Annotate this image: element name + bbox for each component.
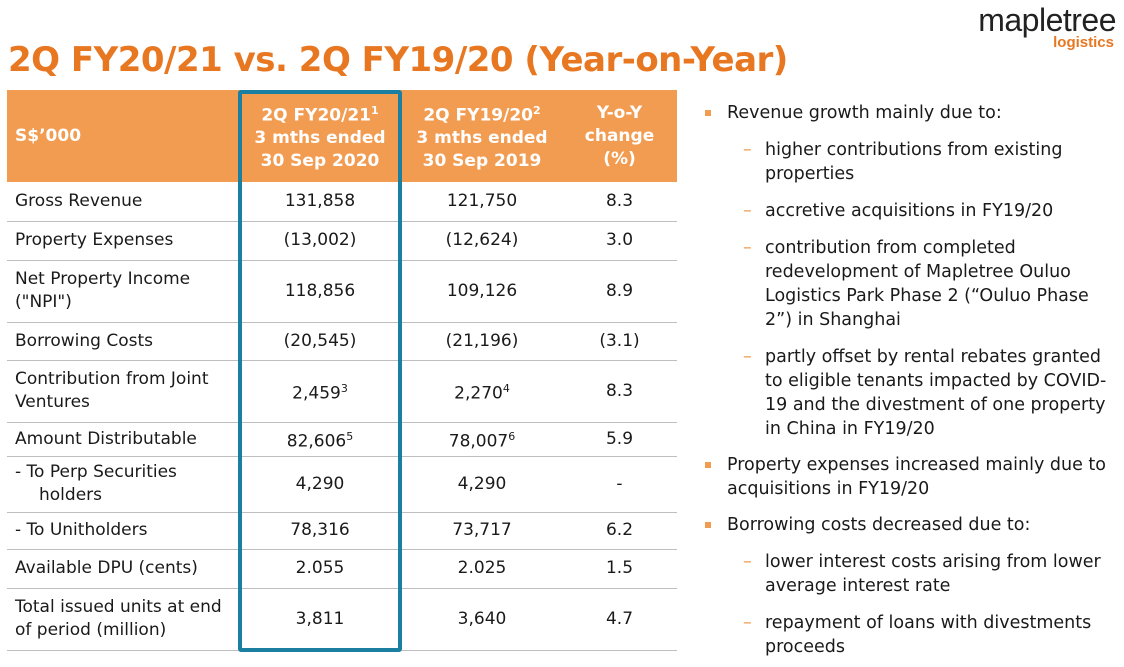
cell-yoy-change: 4.7 <box>562 588 677 651</box>
cell-2q-fy20-21: 78,316 <box>238 512 402 550</box>
cell-yoy-change: 5.9 <box>562 422 677 457</box>
cell-2q-fy19-20: 73,717 <box>402 512 562 550</box>
row-label: - To Unitholders <box>7 512 238 550</box>
sub-note: – partly offset by rental rebates granted… <box>743 347 1107 439</box>
dash-icon: – <box>743 347 752 367</box>
cell-2q-fy20-21: (13,002) <box>238 221 402 261</box>
table-row: Available DPU (cents) 2.055 2.025 1.5 <box>7 549 677 589</box>
sub-note: – contribution from completed redevelopme… <box>743 238 1089 330</box>
row-label: - To Perp Securities holders <box>7 456 238 513</box>
cell-2q-fy19-20: 78,0076 <box>402 422 562 457</box>
bullet-square-icon <box>705 110 711 116</box>
sub-note: – accretive acquisitions in FY19/20 <box>743 201 1054 221</box>
dash-icon: – <box>743 613 752 633</box>
table-row: Borrowing Costs (20,545) (21,196) (3.1) <box>7 322 677 361</box>
cell-2q-fy20-21: 131,858 <box>238 182 402 222</box>
mapletree-logo: mapletree logistics <box>978 4 1116 50</box>
row-label: Borrowing Costs <box>7 322 238 361</box>
bullet-square-icon <box>705 522 711 528</box>
cell-yoy-change: 8.3 <box>562 360 677 423</box>
logo-wordmark: mapletree <box>978 2 1116 38</box>
row-label: Contribution from Joint Ventures <box>7 360 238 423</box>
cell-yoy-change: 8.9 <box>562 260 677 323</box>
cell-yoy-change: (3.1) <box>562 322 677 361</box>
bullet-square-icon <box>705 462 711 468</box>
table-row: Property Expenses (13,002) (12,624) 3.0 <box>7 221 677 261</box>
financial-table: S$’000 2Q FY20/211 3 mths ended 30 Sep 2… <box>7 90 677 651</box>
sub-note: – lower interest costs arising from lower… <box>743 552 1101 596</box>
note-borrowing-costs: Borrowing costs decreased due to: – lower… <box>703 513 1113 659</box>
financial-table-container: S$’000 2Q FY20/211 3 mths ended 30 Sep 2… <box>7 90 677 651</box>
note-property-expenses: Property expenses increased mainly due t… <box>703 453 1113 501</box>
table-row: - To Unitholders 78,316 73,717 6.2 <box>7 512 677 550</box>
cell-2q-fy19-20: (12,624) <box>402 221 562 261</box>
cell-2q-fy19-20: 3,640 <box>402 588 562 651</box>
header-yoy-change: Y-o-Y change (%) <box>562 90 677 182</box>
cell-2q-fy19-20: 2,2704 <box>402 360 562 423</box>
row-label: Total issued units at end of period (mill… <box>7 588 238 651</box>
cell-yoy-change: 3.0 <box>562 221 677 261</box>
cell-2q-fy19-20: 2.025 <box>402 549 562 589</box>
commentary-notes: Revenue growth mainly due to: – higher co… <box>703 101 1113 667</box>
cell-2q-fy19-20: (21,196) <box>402 322 562 361</box>
table-header-row: S$’000 2Q FY20/211 3 mths ended 30 Sep 2… <box>7 90 677 182</box>
sub-note: – higher contributions from existing prop… <box>743 140 1063 184</box>
cell-2q-fy20-21: 4,290 <box>238 456 402 513</box>
sub-note: – repayment of loans with divestments pro… <box>743 613 1092 657</box>
page-title: 2Q FY20/21 vs. 2Q FY19/20 (Year-on-Year) <box>8 40 788 80</box>
header-2q-fy19-20: 2Q FY19/202 3 mths ended 30 Sep 2019 <box>402 90 562 182</box>
cell-yoy-change: - <box>562 456 677 513</box>
row-label: Available DPU (cents) <box>7 549 238 589</box>
cell-2q-fy19-20: 4,290 <box>402 456 562 513</box>
table-row: Net Property Income ("NPI") 118,856 109,1… <box>7 260 677 323</box>
cell-yoy-change: 1.5 <box>562 549 677 589</box>
logo-subtitle: logistics <box>1053 34 1114 51</box>
dash-icon: – <box>743 552 752 572</box>
dash-icon: – <box>743 201 752 221</box>
cell-2q-fy20-21: 2,4593 <box>238 360 402 423</box>
row-label: Property Expenses <box>7 221 238 261</box>
cell-yoy-change: 6.2 <box>562 512 677 550</box>
cell-2q-fy20-21: 82,6065 <box>238 422 402 457</box>
cell-2q-fy20-21: 2.055 <box>238 549 402 589</box>
table-row: Contribution from Joint Ventures 2,4593 2… <box>7 360 677 423</box>
table-row: - To Perp Securities holders 4,290 4,290 … <box>7 456 677 513</box>
cell-yoy-change: 8.3 <box>562 182 677 222</box>
cell-2q-fy20-21: (20,545) <box>238 322 402 361</box>
note-revenue-growth: Revenue growth mainly due to: – higher co… <box>703 101 1113 441</box>
cell-2q-fy19-20: 109,126 <box>402 260 562 323</box>
table-row: Gross Revenue 131,858 121,750 8.3 <box>7 182 677 222</box>
row-label: Amount Distributable <box>7 422 238 457</box>
header-2q-fy20-21: 2Q FY20/211 3 mths ended 30 Sep 2020 <box>238 90 402 182</box>
cell-2q-fy20-21: 3,811 <box>238 588 402 651</box>
table-row: Total issued units at end of period (mill… <box>7 588 677 651</box>
dash-icon: – <box>743 140 752 160</box>
header-currency-label: S$’000 <box>7 90 238 182</box>
dash-icon: – <box>743 238 752 258</box>
cell-2q-fy20-21: 118,856 <box>238 260 402 323</box>
row-label: Gross Revenue <box>7 182 238 222</box>
cell-2q-fy19-20: 121,750 <box>402 182 562 222</box>
table-row: Amount Distributable 82,6065 78,0076 5.9 <box>7 422 677 457</box>
row-label: Net Property Income ("NPI") <box>7 260 238 323</box>
